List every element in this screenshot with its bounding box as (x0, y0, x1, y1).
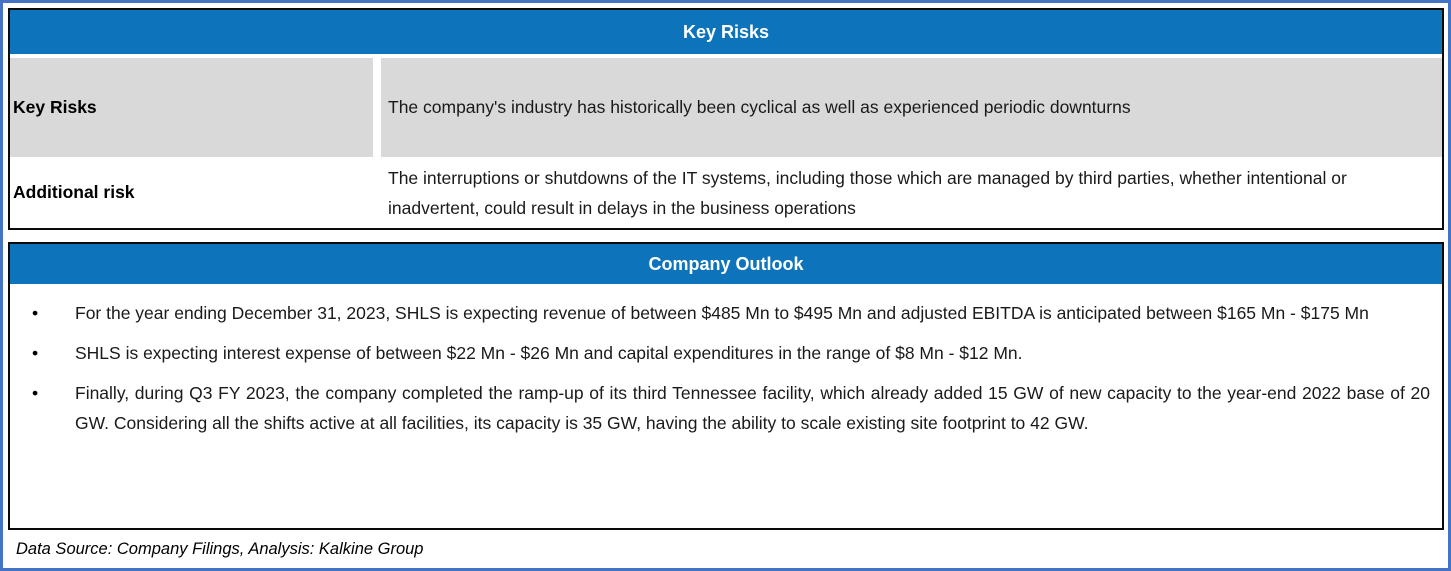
company-outlook-header: Company Outlook (10, 244, 1442, 284)
key-risks-header: Key Risks (10, 10, 1442, 54)
bullet-text: SHLS is expecting interest expense of be… (75, 343, 1023, 363)
key-risks-row1-value-cell: The company's industry has historically … (381, 58, 1442, 157)
bullet-text: For the year ending December 31, 2023, S… (75, 303, 1369, 323)
column-divider (373, 58, 381, 157)
list-item: • Finally, during Q3 FY 2023, the compan… (10, 378, 1442, 438)
bullet-icon: • (32, 383, 39, 403)
list-item: • SHLS is expecting interest expense of … (10, 338, 1442, 368)
column-divider (373, 157, 381, 228)
company-outlook-table: Company Outlook • For the year ending De… (8, 242, 1444, 530)
row-label: Additional risk (13, 182, 135, 202)
key-risks-table: Key Risks Key Risks The company's indust… (8, 8, 1444, 230)
bullet-icon: • (32, 343, 39, 363)
table-row: Key Risks The company's industry has his… (10, 54, 1442, 157)
data-source-text: Data Source: Company Filings, Analysis: … (16, 539, 424, 558)
row-text: The company's industry has historically … (388, 97, 1131, 117)
bullet-text: Finally, during Q3 FY 2023, the company … (75, 383, 1430, 433)
footer: Data Source: Company Filings, Analysis: … (8, 530, 1442, 568)
list-item: • For the year ending December 31, 2023,… (10, 298, 1442, 328)
table-row: Additional risk The interruptions or shu… (10, 157, 1442, 228)
tables-gap (8, 230, 1442, 242)
key-risks-row2-label-cell: Additional risk (10, 157, 373, 228)
bullet-icon: • (32, 303, 39, 323)
company-outlook-body: • For the year ending December 31, 2023,… (10, 284, 1442, 438)
key-risks-row2-value-cell: The interruptions or shutdowns of the IT… (381, 157, 1442, 228)
row-text: The interruptions or shutdowns of the IT… (388, 167, 1347, 218)
row-label: Key Risks (13, 97, 97, 117)
key-risks-row1-label-cell: Key Risks (10, 58, 373, 157)
